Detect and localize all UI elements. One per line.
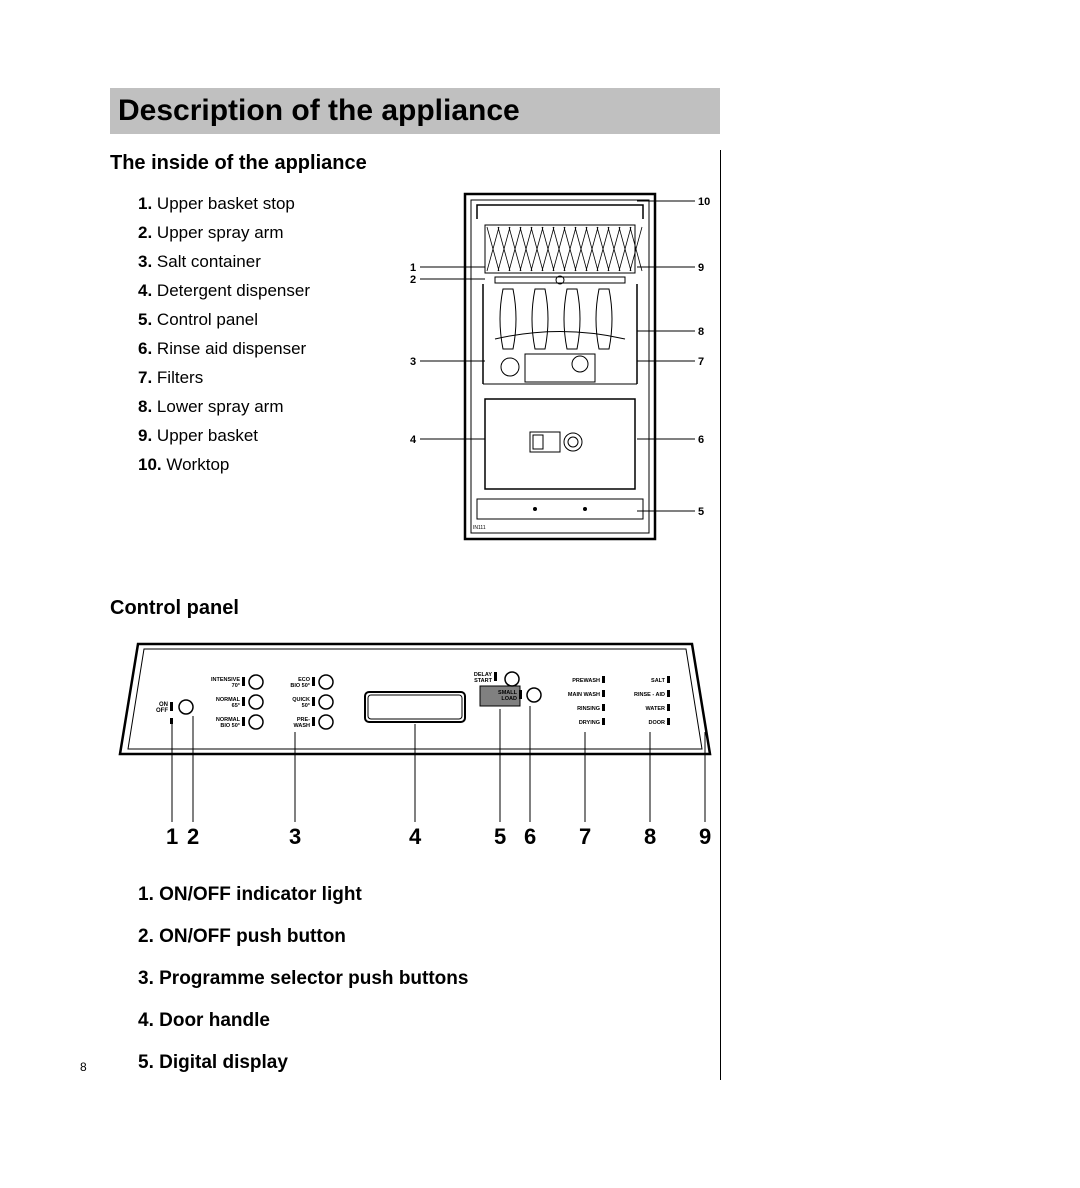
inside-part-item: 3. Salt container (138, 247, 390, 276)
svg-text:4: 4 (410, 434, 417, 446)
svg-text:1: 1 (410, 262, 416, 274)
inside-parts-list: 1. Upper basket stop2. Upper spray arm3.… (110, 189, 390, 569)
inside-part-item: 10. Worktop (138, 450, 390, 479)
page-content: Description of the appliance The inside … (110, 88, 720, 1084)
cp-callout-number: 7 (579, 824, 591, 850)
inside-heading: The inside of the appliance (110, 152, 720, 175)
svg-text:50°: 50° (302, 703, 310, 709)
cp-list-item: 2. ON/OFF push button (138, 916, 720, 958)
svg-text:WASH: WASH (294, 723, 311, 729)
svg-text:WATER: WATER (646, 706, 665, 712)
svg-text:8: 8 (698, 326, 704, 338)
inside-part-item: 8. Lower spray arm (138, 392, 390, 421)
inside-part-item: 9. Upper basket (138, 421, 390, 450)
svg-text:MAIN WASH: MAIN WASH (568, 692, 600, 698)
cp-callout-number: 5 (494, 824, 506, 850)
inside-part-item: 7. Filters (138, 363, 390, 392)
cp-callout-number: 9 (699, 824, 711, 850)
svg-text:BIO 50°: BIO 50° (220, 723, 240, 729)
svg-text:LOAD: LOAD (501, 696, 517, 702)
cp-callout-number: 8 (644, 824, 656, 850)
inside-part-item: 2. Upper spray arm (138, 218, 390, 247)
inside-part-item: 6. Rinse aid dispenser (138, 334, 390, 363)
inside-part-item: 4. Detergent dispenser (138, 276, 390, 305)
right-margin-line (720, 150, 721, 1080)
inside-part-item: 1. Upper basket stop (138, 189, 390, 218)
cp-callout-number: 4 (409, 824, 421, 850)
svg-text:9: 9 (698, 262, 704, 274)
svg-text:BIO 50°: BIO 50° (290, 683, 310, 689)
svg-text:65°: 65° (232, 703, 240, 709)
page-number: 8 (80, 1060, 87, 1074)
svg-text:6: 6 (698, 434, 704, 446)
svg-text:3: 3 (410, 356, 416, 368)
svg-text:2: 2 (410, 274, 416, 286)
svg-text:DRYING: DRYING (579, 720, 600, 726)
control-panel-callout-row: 123456789 (110, 824, 720, 854)
svg-text:70°: 70° (232, 683, 240, 689)
cp-callout-number: 1 (166, 824, 178, 850)
cp-callout-number: 2 (187, 824, 199, 850)
control-panel-list: 1. ON/OFF indicator light2. ON/OFF push … (110, 874, 720, 1084)
svg-text:IN111: IN111 (473, 525, 486, 531)
cp-list-item: 5. Digital display (138, 1042, 720, 1084)
cp-list-item: 1. ON/OFF indicator light (138, 874, 720, 916)
cp-list-item: 4. Door handle (138, 1000, 720, 1042)
cp-callout-number: 6 (524, 824, 536, 850)
section-header: Description of the appliance (110, 88, 720, 134)
svg-text:OFF: OFF (156, 708, 168, 714)
inside-two-col: 1. Upper basket stop2. Upper spray arm3.… (110, 189, 720, 569)
cp-callout-number: 3 (289, 824, 301, 850)
appliance-diagram: IN111 12 3 4 10 9 8 7 6 5 (410, 189, 720, 569)
svg-text:10: 10 (698, 196, 710, 208)
inside-part-item: 5. Control panel (138, 305, 390, 334)
svg-text:7: 7 (698, 356, 704, 368)
svg-text:RINSE - AID: RINSE - AID (634, 692, 665, 698)
svg-text:START: START (474, 678, 493, 684)
control-panel-heading: Control panel (110, 597, 720, 620)
svg-text:RINSING: RINSING (577, 706, 600, 712)
control-panel-diagram: ONOFFINTENSIVE70°ECOBIO 50°NORMAL65°QUIC… (110, 634, 720, 824)
svg-text:SALT: SALT (651, 678, 666, 684)
svg-text:DOOR: DOOR (649, 720, 666, 726)
svg-text:PREWASH: PREWASH (572, 678, 600, 684)
cp-list-item: 3. Programme selector push buttons (138, 958, 720, 1000)
svg-text:5: 5 (698, 506, 704, 518)
